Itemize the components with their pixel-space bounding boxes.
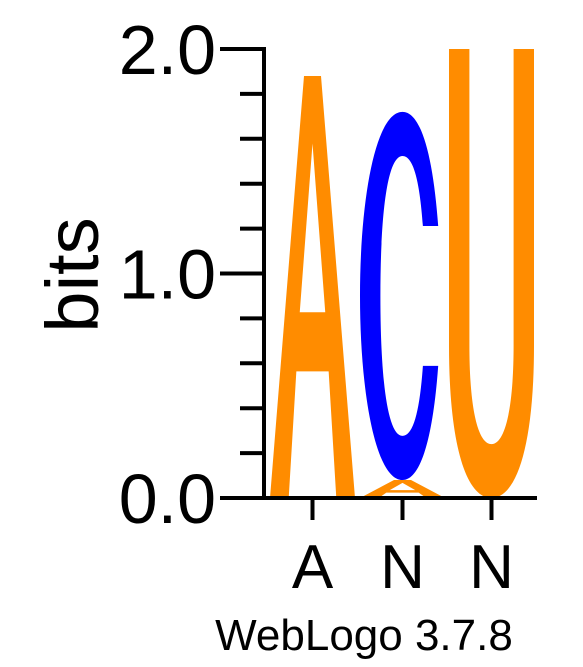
letter-a-glyph (360, 480, 445, 498)
weblogo-version-footer: WebLogo 3.7.8 (215, 611, 513, 660)
letter-c-glyph (360, 111, 439, 481)
letter-a-glyph (270, 75, 355, 498)
y-axis-ticks (220, 47, 264, 500)
y-axis-tick-labels: 0.0 1.0 2.0 (119, 11, 216, 538)
x-axis-ticks (310, 498, 494, 520)
x-tick-label: N (469, 533, 514, 602)
x-tick-label: A (292, 533, 334, 602)
x-tick-label: N (380, 533, 425, 602)
letter-stacks (270, 49, 534, 498)
y-tick-label: 2.0 (119, 11, 216, 89)
letter-u-glyph (449, 49, 534, 498)
y-axis-label: bits (31, 217, 114, 332)
y-tick-label: 1.0 (119, 236, 216, 314)
y-tick-label: 0.0 (119, 460, 216, 538)
